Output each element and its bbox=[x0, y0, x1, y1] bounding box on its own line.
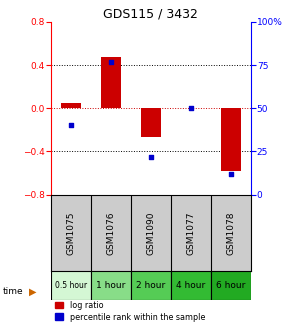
Text: GSM1075: GSM1075 bbox=[67, 211, 76, 255]
Point bbox=[69, 123, 74, 128]
Text: time: time bbox=[3, 287, 23, 296]
Bar bbox=[211, 271, 251, 300]
Text: 6 hour: 6 hour bbox=[216, 281, 245, 290]
Text: ▶: ▶ bbox=[29, 286, 37, 296]
Bar bbox=[91, 271, 131, 300]
Title: GDS115 / 3432: GDS115 / 3432 bbox=[103, 8, 198, 21]
Text: 0.5 hour: 0.5 hour bbox=[55, 281, 87, 290]
Point bbox=[228, 171, 233, 176]
Bar bbox=[221, 108, 241, 171]
Point bbox=[188, 106, 193, 111]
Text: GSM1076: GSM1076 bbox=[107, 211, 115, 255]
Bar bbox=[171, 271, 211, 300]
Bar bbox=[61, 103, 81, 108]
Legend: log ratio, percentile rank within the sample: log ratio, percentile rank within the sa… bbox=[55, 301, 205, 322]
Text: GSM1078: GSM1078 bbox=[226, 211, 235, 255]
Bar bbox=[101, 57, 121, 108]
Text: GSM1090: GSM1090 bbox=[146, 211, 155, 255]
Bar bbox=[131, 271, 171, 300]
Bar bbox=[141, 108, 161, 137]
Text: 2 hour: 2 hour bbox=[136, 281, 166, 290]
Bar bbox=[51, 271, 91, 300]
Point bbox=[109, 59, 113, 64]
Text: 4 hour: 4 hour bbox=[176, 281, 205, 290]
Text: 1 hour: 1 hour bbox=[96, 281, 126, 290]
Point bbox=[149, 154, 153, 159]
Text: GSM1077: GSM1077 bbox=[186, 211, 195, 255]
